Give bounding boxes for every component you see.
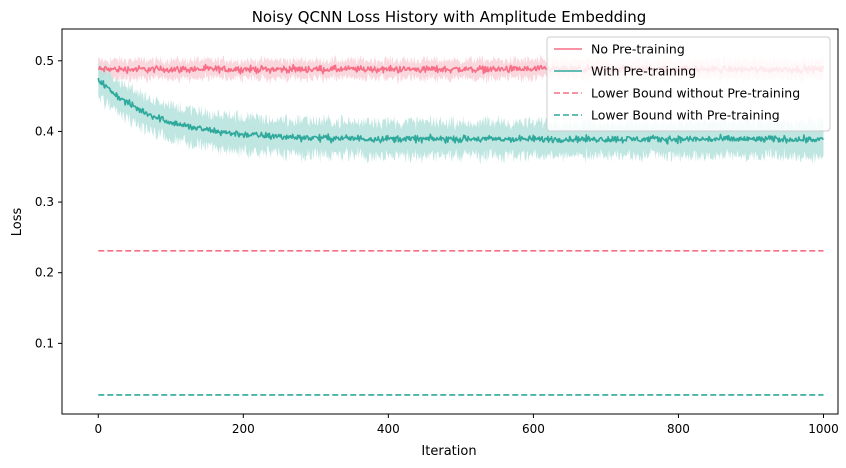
y-tick-label: 0.2 [35, 266, 54, 280]
legend-label: With Pre-training [591, 64, 696, 79]
x-axis: 0 200 400 600 800 1000 [94, 414, 839, 436]
x-tick-label: 200 [232, 422, 255, 436]
x-tick-label: 600 [522, 422, 545, 436]
x-tick-label: 400 [377, 422, 400, 436]
y-tick-label: 0.1 [35, 336, 54, 350]
x-tick-label: 1000 [808, 422, 839, 436]
axes-frame [61, 28, 839, 415]
x-tick-label: 800 [667, 422, 690, 436]
y-tick-label: 0.5 [35, 54, 54, 68]
y-axis: 0.1 0.2 0.3 0.4 0.5 [35, 54, 62, 350]
y-axis-label: Loss [10, 208, 25, 237]
legend-label: Lower Bound with Pre-training [591, 108, 780, 123]
legend-box [546, 36, 831, 132]
y-tick-label: 0.3 [35, 195, 54, 209]
legend: No Pre-training With Pre-training Lower Bo… [546, 36, 831, 132]
chart-title: Noisy QCNN Loss History with Amplitude E… [252, 8, 647, 26]
legend-label: No Pre-training [591, 42, 685, 57]
y-tick-label: 0.4 [35, 124, 54, 138]
x-axis-label: Iteration [421, 444, 476, 459]
series-line-with-pretraining [97, 77, 825, 145]
legend-label: Lower Bound without Pre-training [591, 86, 800, 101]
x-tick-label: 0 [94, 422, 102, 436]
